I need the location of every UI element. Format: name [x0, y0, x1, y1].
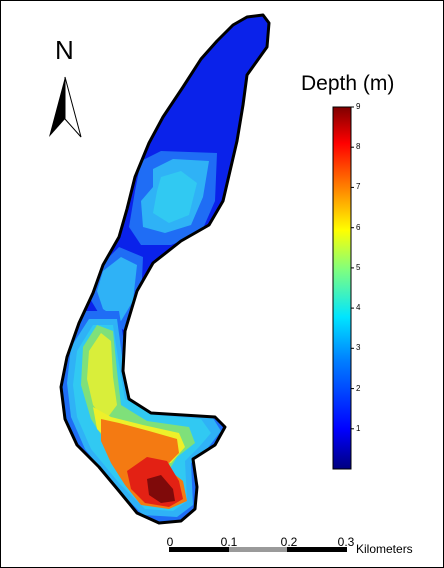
scale-unit-label: Kilometers: [356, 542, 413, 556]
scale-segment-3: [287, 547, 347, 552]
zone-dark-red: [147, 475, 175, 503]
legend-tick-label: 6: [356, 223, 361, 232]
legend-tick-label: 5: [356, 263, 361, 272]
scale-segment-2: [229, 547, 287, 552]
scale-label-0-1: 0.1: [220, 535, 238, 549]
scale-label-0-3: 0.3: [337, 535, 355, 549]
zone-cyan-upper: [153, 171, 197, 223]
north-label: N: [55, 35, 74, 65]
legend-colorbar: [332, 106, 352, 470]
legend-tick-label: 1: [356, 424, 361, 433]
scale-label-0: 0: [166, 535, 174, 549]
legend-tick-label: 9: [356, 102, 361, 111]
legend-tick-label: 4: [356, 303, 361, 312]
legend-tick-label: 8: [356, 142, 361, 151]
scale-label-0-2: 0.2: [280, 535, 298, 549]
legend-title: Depth (m): [301, 72, 395, 95]
lake-outline: [59, 13, 271, 525]
zone-yellow-green: [87, 333, 117, 421]
legend-tick-label: 2: [356, 384, 361, 393]
legend-tick-label: 7: [356, 182, 361, 191]
north-arrow-icon: [49, 76, 82, 138]
legend-tick-label: 3: [356, 343, 361, 352]
zone-light-blue-middle: [97, 257, 137, 321]
scale-segment-1: [169, 547, 229, 552]
legend-ticks: [351, 106, 354, 430]
scale-bar: [169, 547, 347, 552]
